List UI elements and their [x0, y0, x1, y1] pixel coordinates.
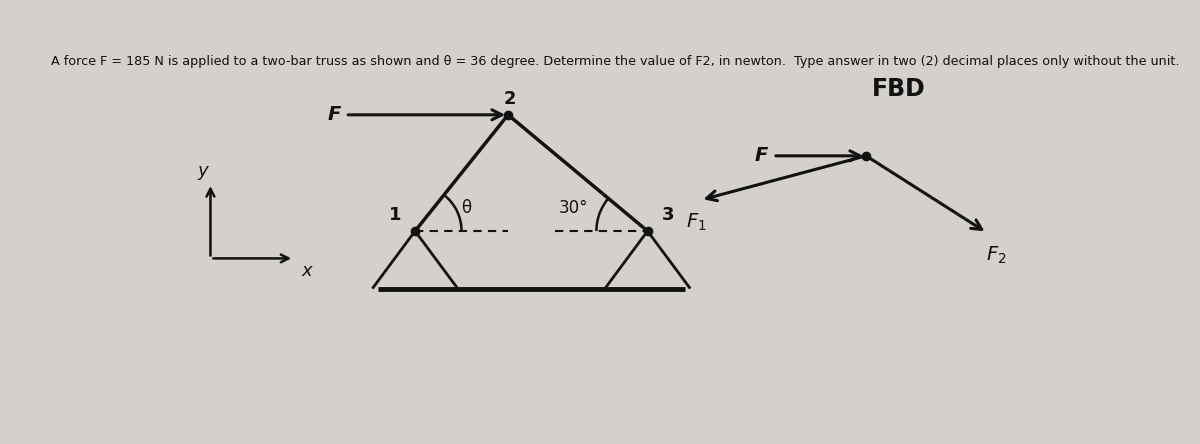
Text: x: x	[301, 262, 312, 280]
Text: y: y	[198, 162, 209, 180]
Text: A force F = 185 N is applied to a two-bar truss as shown and θ = 36 degree. Dete: A force F = 185 N is applied to a two-ba…	[50, 55, 1180, 68]
Text: 2: 2	[504, 90, 516, 108]
Text: F: F	[755, 147, 768, 165]
Text: $F_1$: $F_1$	[685, 212, 707, 233]
Text: 3: 3	[661, 206, 674, 224]
Text: 30°: 30°	[558, 199, 588, 218]
Text: FBD: FBD	[871, 77, 925, 101]
Text: F: F	[328, 105, 341, 124]
Text: θ: θ	[462, 199, 472, 218]
Text: $F_2$: $F_2$	[986, 245, 1007, 266]
Text: 1: 1	[389, 206, 401, 224]
